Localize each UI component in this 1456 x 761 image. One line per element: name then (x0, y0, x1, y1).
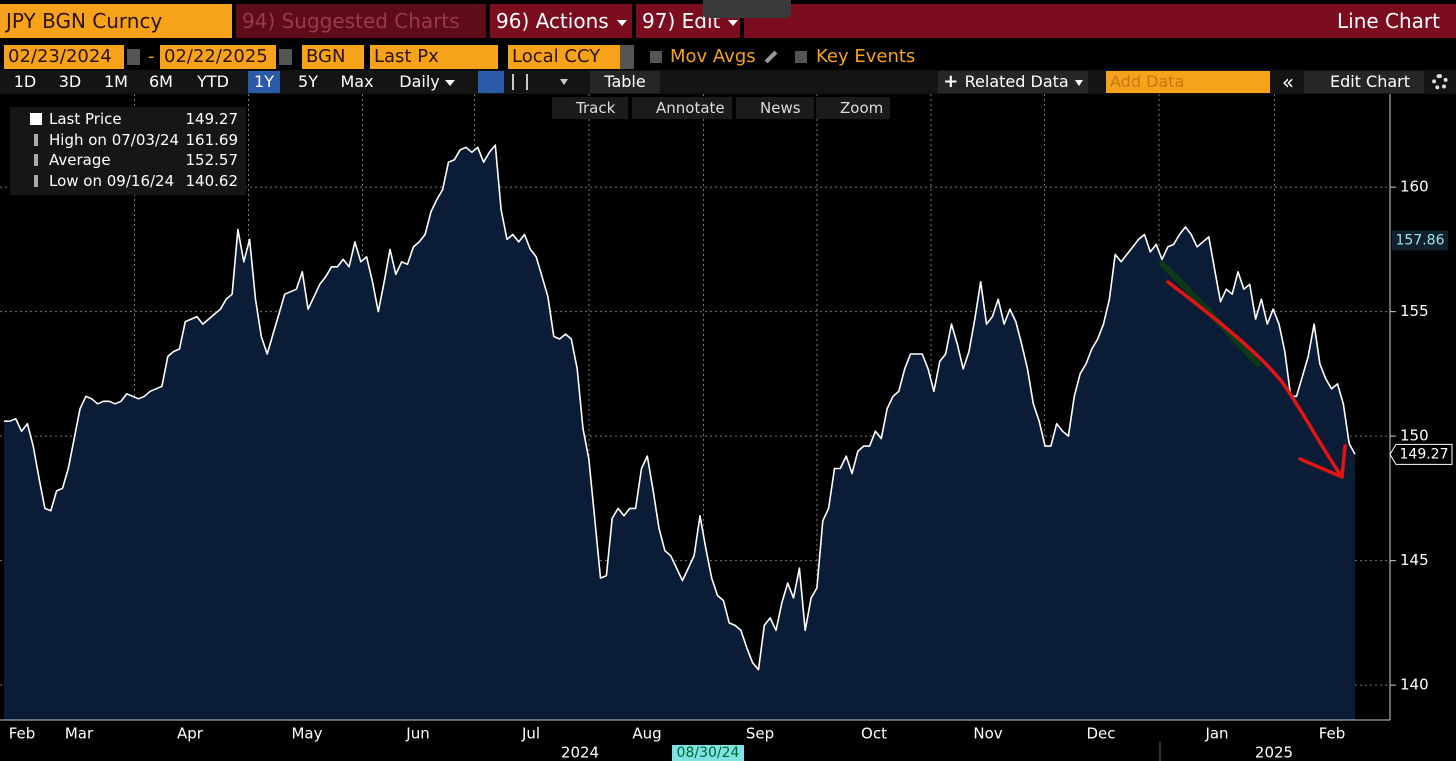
suggested-charts[interactable]: 94) Suggested Charts (236, 4, 486, 38)
legend-icon (34, 154, 38, 166)
checkbox[interactable] (650, 51, 662, 63)
annotation-shadow (1159, 261, 1261, 367)
year-label: 2025 (1255, 744, 1293, 761)
y-tick-label: 150 (1400, 427, 1429, 445)
y-tick-label: 160 (1400, 178, 1429, 196)
tool-button[interactable]: Zoom (816, 97, 890, 119)
line-icon[interactable] (478, 71, 504, 93)
x-tick-label: Aug (632, 725, 661, 743)
x-tick-label: Feb (9, 725, 36, 743)
candle-icon[interactable] (512, 74, 528, 90)
last-price-tag (1389, 443, 1453, 465)
marker-tag (1392, 230, 1448, 251)
x-tick-label: Jan (1204, 725, 1228, 743)
chart-type: Line Chart (744, 4, 1456, 38)
last-price-label: 149.27 (1400, 446, 1449, 462)
x-tick-label: Jun (405, 725, 429, 743)
y-tick-label: 140 (1400, 676, 1429, 694)
range-button[interactable]: 1M (104, 72, 128, 91)
currency-dropdown[interactable] (620, 45, 634, 69)
x-tick-label: May (291, 725, 322, 743)
legend-value: 152.57 (185, 151, 239, 169)
settings-icon[interactable] (1432, 74, 1448, 90)
actions-menu[interactable]: 96) Actions (490, 4, 632, 38)
range-button[interactable]: 6M (149, 72, 173, 91)
calendar-icon[interactable] (279, 49, 292, 65)
calendar-icon[interactable] (127, 49, 140, 65)
legend-label: Last Price (49, 110, 122, 128)
range-separator: - (148, 46, 155, 67)
legend-label: Average (49, 151, 111, 169)
marker-tag-label: 157.86 (1396, 232, 1445, 248)
legend-value: 149.27 (185, 110, 239, 128)
price-field[interactable]: Last Px (370, 45, 498, 69)
legend-icon (34, 174, 38, 187)
mov-avgs[interactable]: Mov Avgs (670, 46, 756, 67)
x-tick-label: Sep (746, 725, 774, 743)
annotation-arrowhead (1298, 444, 1347, 479)
tool-button[interactable]: Annotate (632, 97, 732, 119)
frequency-label: Daily (399, 72, 440, 91)
currency-field[interactable]: Local CCY (508, 45, 620, 69)
x-tick-label: Dec (1086, 725, 1115, 743)
key-events[interactable]: Key Events (816, 46, 916, 67)
cursor-date: 08/30/24 (672, 745, 744, 761)
range-button[interactable]: Max (340, 72, 374, 91)
related-data[interactable]: + Related Data (938, 71, 1088, 93)
legend-label: High on 07/03/24 (49, 130, 180, 149)
end-date[interactable]: 02/22/2025 (160, 45, 276, 69)
range-button[interactable]: YTD (197, 72, 229, 91)
range-button[interactable]: 5Y (298, 72, 318, 91)
range-button[interactable]: 1Y (248, 71, 280, 93)
year-label: 2024 (561, 744, 599, 761)
area (4, 145, 1355, 721)
collapse-icon[interactable]: « (1281, 70, 1295, 94)
x-tick-label: Jul (521, 725, 540, 743)
frequency[interactable]: Daily (392, 71, 462, 93)
x-tick-label: Mar (65, 725, 94, 743)
legend-value: 161.69 (185, 130, 239, 149)
x-tick-label: Nov (973, 725, 1002, 743)
y-tick-label: 145 (1400, 551, 1429, 569)
chart-dropdown[interactable] (558, 71, 572, 93)
legend-icon (34, 133, 38, 146)
security-field[interactable]: JPY BGN Curncy (0, 4, 232, 38)
checkbox[interactable] (795, 51, 807, 63)
x-tick-label: Oct (861, 725, 887, 743)
annotation-arrow (1166, 280, 1342, 476)
legend-label: Low on 09/16/24 (49, 171, 175, 190)
edit-chart[interactable]: Edit Chart (1304, 71, 1424, 93)
y-tick-label: 155 (1400, 302, 1429, 320)
related-label: Related Data (964, 72, 1069, 91)
legend-value: 140.62 (185, 171, 239, 190)
range-button[interactable]: 1D (13, 72, 37, 91)
add-data[interactable]: Add Data (1106, 71, 1270, 93)
tool-button[interactable]: Track (552, 97, 628, 119)
start-date[interactable]: 02/23/2024 (4, 45, 124, 69)
x-tick-label: Feb (1319, 725, 1346, 743)
tool-button[interactable]: News (736, 97, 814, 119)
x-tick-label: Apr (177, 725, 204, 743)
range-button[interactable]: 3D (58, 72, 82, 91)
table-button[interactable]: Table (590, 71, 660, 93)
legend (10, 107, 246, 195)
actions-label: 96) Actions (496, 9, 609, 33)
source-field[interactable]: BGN (302, 45, 364, 69)
window-icons[interactable] (703, 0, 791, 18)
legend-icon (30, 113, 42, 125)
price-line (4, 144, 1356, 671)
